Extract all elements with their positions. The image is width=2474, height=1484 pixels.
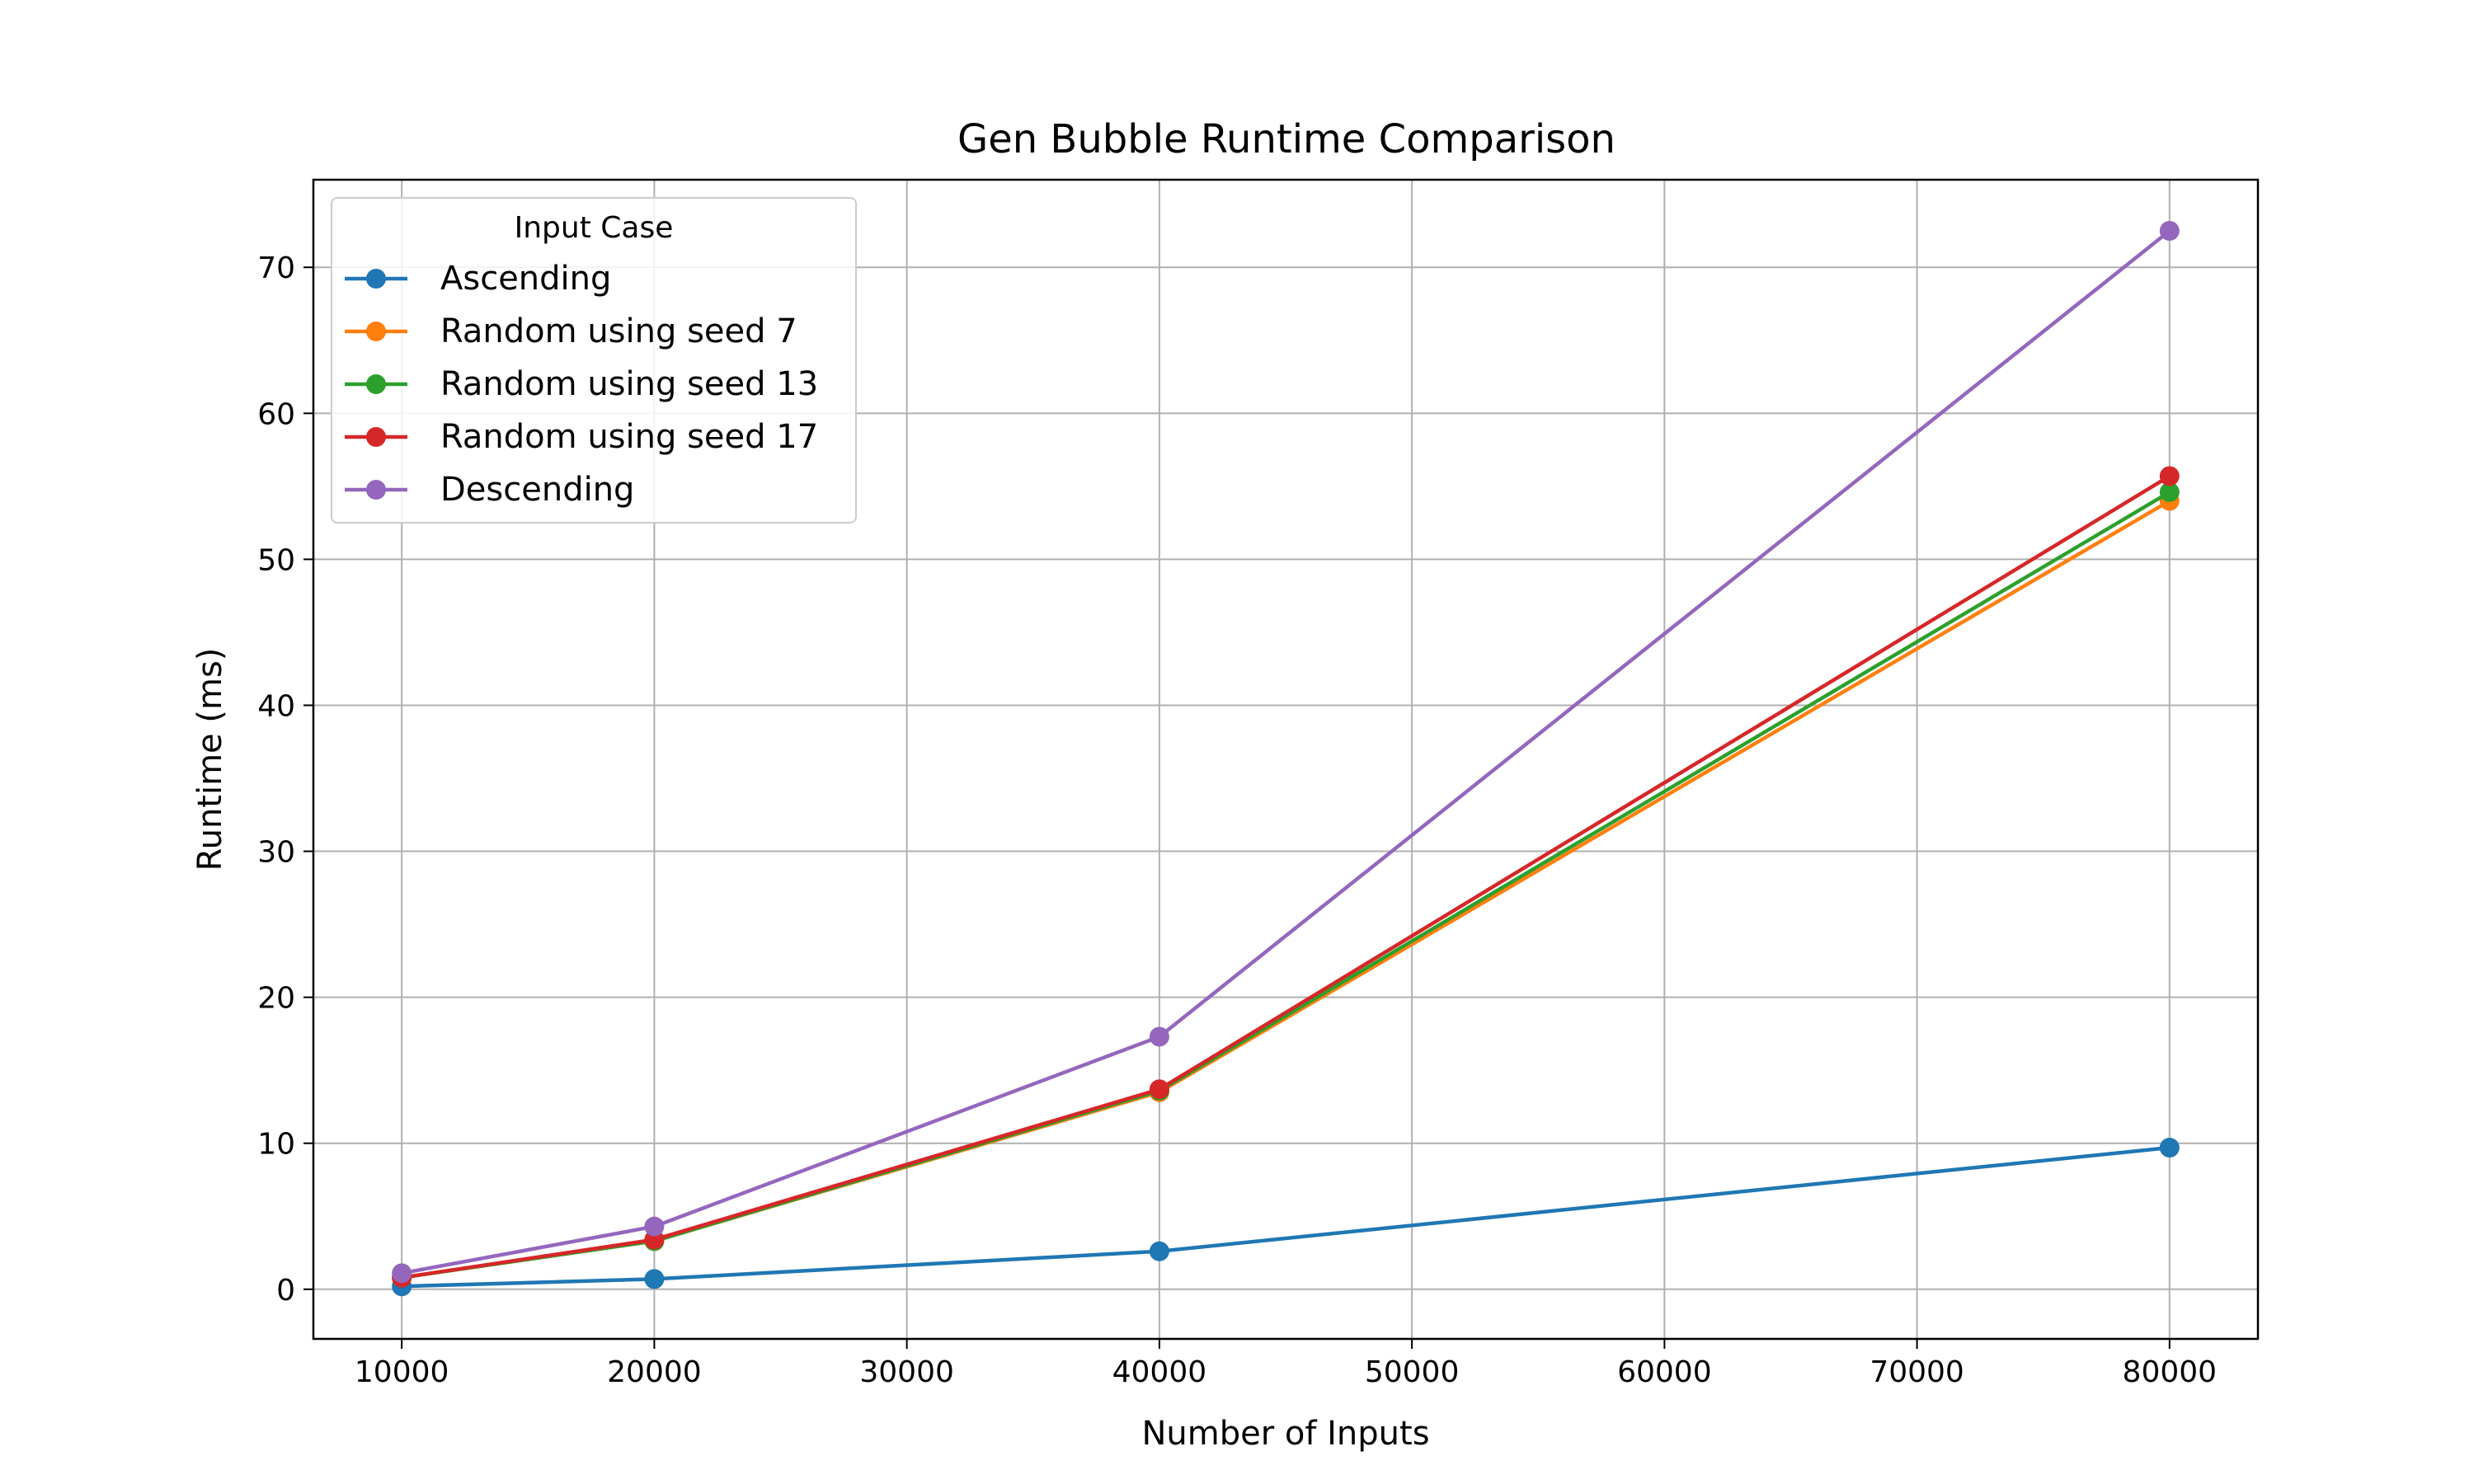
data-point bbox=[2159, 220, 2180, 241]
x-tick-label: 60000 bbox=[1617, 1355, 1712, 1389]
legend-items: Ascending Random using seed 7 Random using… bbox=[345, 260, 818, 509]
y-tick-label: 0 bbox=[276, 1274, 295, 1308]
y-tick-label: 60 bbox=[257, 397, 295, 431]
legend-box bbox=[331, 197, 857, 524]
legend-item: Random using seed 13 bbox=[345, 365, 818, 403]
data-point bbox=[2159, 466, 2180, 486]
y-tick-label: 40 bbox=[257, 689, 295, 723]
data-point bbox=[644, 1216, 665, 1237]
legend-item: Random using seed 17 bbox=[345, 418, 818, 456]
tick-layer: 10000 20000 30000 40000 50000 60000 70000 80000… bbox=[257, 251, 2217, 1389]
y-tick-label: 30 bbox=[257, 836, 295, 870]
grid-layer bbox=[313, 180, 2258, 1339]
data-point bbox=[2159, 1138, 2180, 1158]
legend-item: Random using seed 7 bbox=[345, 312, 797, 350]
legend-label: Ascending bbox=[440, 260, 611, 298]
data-point bbox=[1149, 1079, 1169, 1100]
legend-label: Descending bbox=[440, 471, 634, 509]
y-tick-label: 10 bbox=[257, 1128, 295, 1162]
legend-marker bbox=[366, 427, 386, 447]
y-axis-label: Runtime (ms) bbox=[191, 648, 229, 871]
legend-marker bbox=[366, 269, 386, 289]
y-tick-label: 50 bbox=[257, 543, 295, 577]
data-point bbox=[392, 1263, 412, 1284]
x-tick-label: 80000 bbox=[2123, 1355, 2218, 1389]
x-tick-label: 20000 bbox=[607, 1355, 702, 1389]
legend-marker bbox=[366, 322, 386, 341]
legend: Input Case Ascending Random using seed 7 R… bbox=[331, 197, 857, 524]
data-point bbox=[1149, 1026, 1169, 1047]
x-tick-label: 70000 bbox=[1870, 1355, 1964, 1389]
data-point bbox=[1149, 1241, 1169, 1261]
legend-label: Random using seed 17 bbox=[440, 418, 818, 456]
legend-marker bbox=[366, 480, 386, 500]
y-tick-label: 70 bbox=[257, 251, 295, 285]
x-tick-label: 30000 bbox=[859, 1355, 954, 1389]
x-axis-label: Number of Inputs bbox=[1141, 1415, 1429, 1453]
plot-frame bbox=[312, 178, 2260, 1341]
x-tick-label: 40000 bbox=[1112, 1355, 1207, 1389]
data-point bbox=[644, 1269, 665, 1289]
x-tick-label: 50000 bbox=[1365, 1355, 1460, 1389]
series-line bbox=[399, 474, 2172, 1280]
legend-item: Descending bbox=[345, 471, 634, 509]
x-tick-label: 10000 bbox=[355, 1355, 449, 1389]
legend-item: Ascending bbox=[345, 260, 611, 298]
legend-title: Input Case bbox=[515, 211, 674, 245]
y-tick-label: 20 bbox=[257, 982, 295, 1016]
legend-label: Random using seed 7 bbox=[440, 312, 797, 350]
series-line bbox=[399, 1145, 2172, 1289]
series-layer bbox=[392, 220, 2180, 1297]
chart-title: Gen Bubble Runtime Comparison bbox=[957, 116, 1616, 162]
series-line bbox=[399, 228, 2172, 1275]
legend-marker bbox=[366, 374, 386, 394]
legend-label: Random using seed 13 bbox=[440, 365, 818, 403]
data-point bbox=[2159, 481, 2180, 502]
series-descending bbox=[392, 220, 2180, 1284]
